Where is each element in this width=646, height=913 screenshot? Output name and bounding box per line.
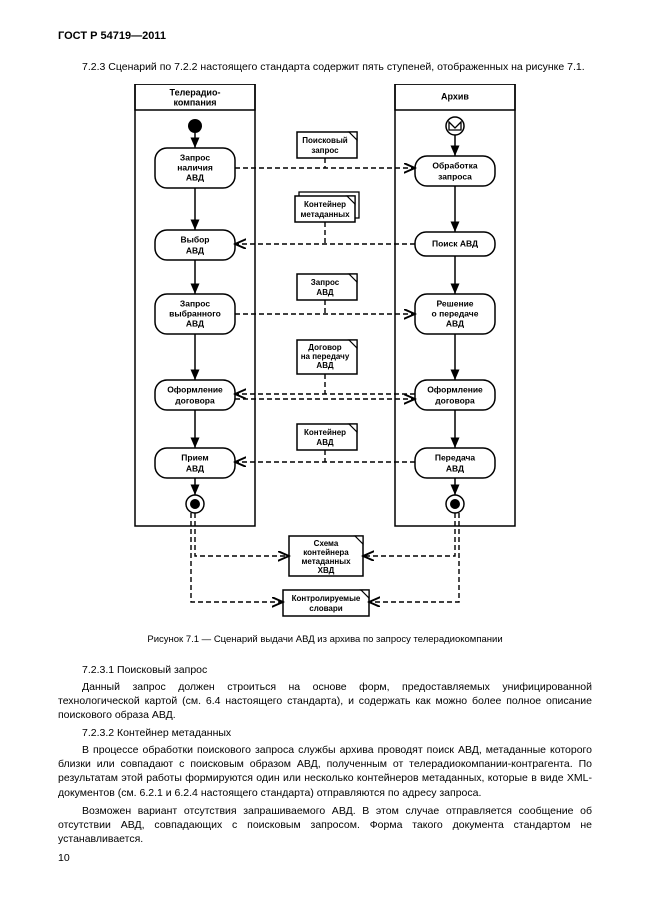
doc-search: Поисковый запрос [297,132,357,158]
svg-text:Обработка: Обработка [432,160,477,170]
svg-text:АВД: АВД [186,318,204,328]
left-lane-title-1: Телерадио- [170,88,221,98]
section-7-2-3-2-p2: Возможен вариант отсутствия запрашиваемо… [58,804,592,847]
svg-text:контейнера: контейнера [303,548,349,557]
intro-paragraph: 7.2.3 Сценарий по 7.2.2 настоящего станд… [82,60,592,74]
section-7-2-3-1-title: 7.2.3.1 Поисковый запрос [82,663,592,678]
end-left [186,495,204,513]
svg-text:Запрос: Запрос [180,298,210,308]
svg-text:Схема: Схема [314,539,339,548]
svg-text:Договор: Договор [308,343,341,352]
doc-container-meta: Контейнер метаданных [295,192,359,222]
svg-text:Запрос: Запрос [180,152,210,162]
svg-text:Прием: Прием [181,452,208,462]
svg-text:Оформление: Оформление [167,384,223,394]
svg-text:АВД: АВД [316,361,333,370]
svg-text:Поисковый: Поисковый [302,136,348,145]
doc-schema: Схема контейнера метаданных XВД [289,536,363,576]
svg-text:словари: словари [309,604,342,613]
left-lane-title-2: компания [173,98,216,108]
svg-text:XВД: XВД [318,566,335,575]
svg-text:АВД: АВД [446,318,464,328]
doc-contract: Договор на передачу АВД [297,340,357,374]
doc-container-avd: Контейнер АВД [297,424,357,450]
doc-request-avd: Запрос АВД [297,274,357,300]
svg-text:Оформление: Оформление [427,384,483,394]
svg-text:Контейнер: Контейнер [304,200,346,209]
svg-text:АВД: АВД [316,288,333,297]
svg-text:АВД: АВД [186,172,204,182]
svg-text:АВД: АВД [316,438,333,447]
section-7-2-3-2-title: 7.2.3.2 Контейнер метаданных [82,726,592,741]
svg-text:АВД: АВД [186,463,204,473]
svg-text:на передачу: на передачу [301,352,350,361]
start-left [188,119,202,133]
svg-text:запрос: запрос [311,146,339,155]
svg-text:запроса: запроса [438,171,472,181]
svg-text:Передача: Передача [435,452,476,462]
section-7-2-3-2-p1: В процессе обработки поискового запроса … [58,743,592,800]
doc-vocab: Контролируемые словари [283,590,369,616]
figure-7-1: Телерадио- компания Архив Запрос наличия… [115,84,535,624]
section-7-2-3-1-p1: Данный запрос должен строиться на основе… [58,680,592,723]
svg-text:Запрос: Запрос [311,278,340,287]
svg-text:договора: договора [175,395,215,405]
svg-text:договора: договора [435,395,475,405]
svg-text:Контролируемые: Контролируемые [292,594,361,603]
svg-text:Выбор: Выбор [180,234,209,244]
svg-text:Поиск АВД: Поиск АВД [432,238,478,248]
page-number: 10 [58,852,592,864]
right-lane-title: Архив [441,92,469,102]
svg-text:наличия: наличия [177,162,213,172]
svg-text:Решение: Решение [436,298,473,308]
svg-text:метаданных: метаданных [300,210,350,219]
figure-caption: Рисунок 7.1 — Сценарий выдачи АВД из арх… [58,634,592,645]
svg-text:метаданных: метаданных [301,557,351,566]
end-right [446,495,464,513]
svg-text:выбранного: выбранного [169,308,221,318]
doc-header: ГОСТ Р 54719—2011 [58,30,592,42]
svg-text:АВД: АВД [186,245,204,255]
svg-text:АВД: АВД [446,463,464,473]
svg-text:Контейнер: Контейнер [304,428,346,437]
start-right [446,117,464,135]
svg-text:о передаче: о передаче [432,308,479,318]
